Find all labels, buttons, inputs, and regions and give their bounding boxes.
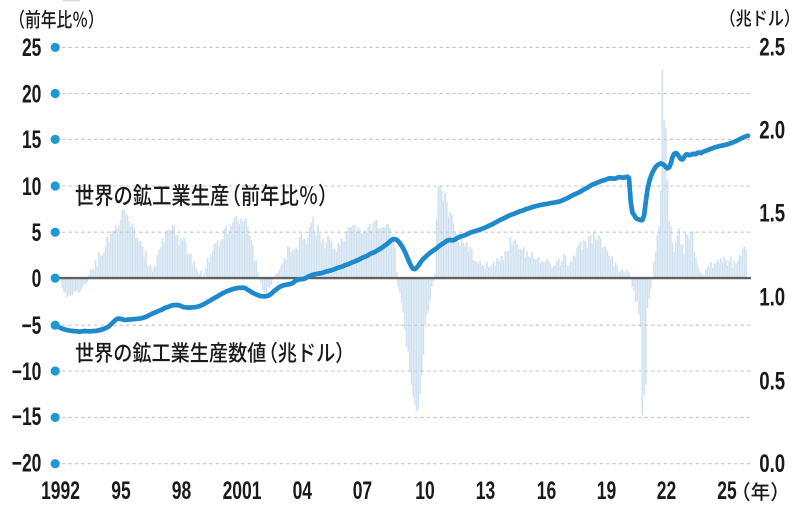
svg-text:0: 0 — [32, 265, 42, 293]
svg-text:1.0: 1.0 — [759, 283, 785, 311]
svg-text:10: 10 — [22, 173, 41, 201]
svg-text:−20: −20 — [12, 450, 42, 478]
svg-text:1.5: 1.5 — [759, 199, 785, 227]
svg-text:25: 25 — [717, 477, 737, 505]
svg-text:10: 10 — [415, 477, 434, 505]
svg-text:13: 13 — [476, 477, 496, 505]
svg-text:5: 5 — [32, 219, 42, 247]
svg-text:95: 95 — [111, 477, 131, 505]
svg-text:25: 25 — [22, 34, 42, 62]
svg-text:04: 04 — [293, 477, 313, 505]
svg-text:16: 16 — [537, 477, 557, 505]
svg-text:22: 22 — [657, 477, 676, 505]
svg-text:0.5: 0.5 — [759, 367, 785, 395]
svg-text:0.0: 0.0 — [759, 449, 785, 477]
svg-text:20: 20 — [22, 80, 41, 108]
svg-text:2001: 2001 — [223, 477, 262, 505]
svg-text:−10: −10 — [12, 358, 42, 386]
svg-text:07: 07 — [353, 477, 372, 505]
svg-text:2.5: 2.5 — [759, 33, 785, 61]
svg-text:19: 19 — [597, 477, 617, 505]
svg-text:98: 98 — [172, 477, 192, 505]
svg-text:−15: −15 — [12, 403, 42, 431]
svg-text:15: 15 — [22, 126, 42, 154]
svg-text:2.0: 2.0 — [759, 116, 785, 144]
svg-text:1992: 1992 — [41, 477, 80, 505]
svg-text:−5: −5 — [21, 312, 41, 340]
